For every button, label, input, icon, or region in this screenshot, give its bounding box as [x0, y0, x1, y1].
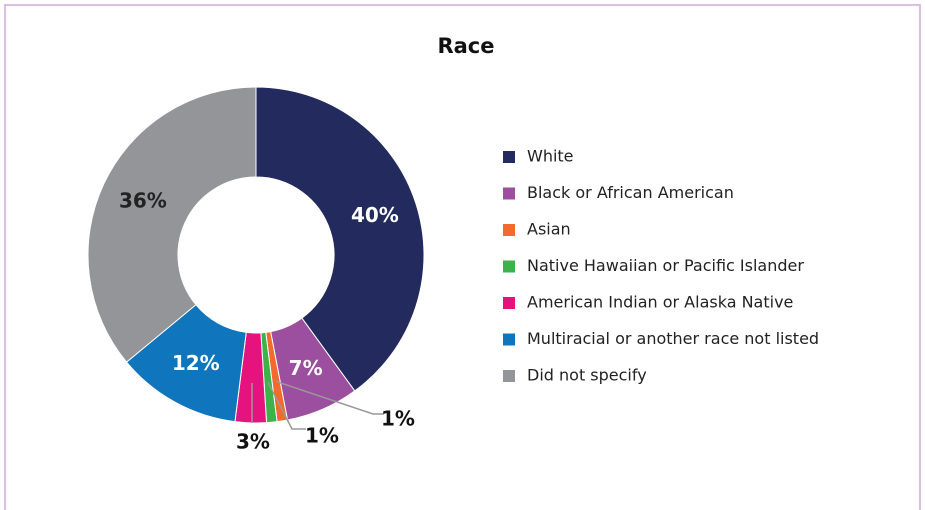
- leader-line: [267, 382, 306, 430]
- legend-swatch: [503, 151, 515, 163]
- slice: [255, 86, 425, 392]
- slice-label: 1%: [381, 407, 415, 431]
- legend-swatch: [503, 333, 515, 346]
- legend-text: Did not specify: [527, 366, 647, 385]
- slice-label: 36%: [119, 188, 167, 212]
- chart-title: Race: [437, 34, 494, 58]
- slice-label: 1%: [305, 424, 339, 448]
- legend-text: Black or African American: [527, 183, 734, 202]
- legend-text: Asian: [527, 220, 571, 239]
- legend-swatch: [503, 187, 515, 200]
- legend-swatch: [503, 370, 515, 382]
- slice-label: 7%: [289, 356, 323, 380]
- slice-label: 12%: [172, 351, 220, 375]
- slice: [87, 86, 257, 363]
- legend-text: White: [527, 147, 574, 166]
- slice-label: 3%: [236, 430, 270, 454]
- leader-line: [275, 380, 384, 415]
- slice-label: 40%: [351, 203, 399, 227]
- legend-text: Native Hawaiian or Pacific Islander: [527, 256, 804, 275]
- frame: [4, 4, 921, 510]
- legend-swatch: [503, 297, 515, 309]
- legend-text: American Indian or Alaska Native: [527, 293, 793, 312]
- legend-text: Multiracial or another race not listed: [527, 329, 819, 348]
- legend-swatch: [503, 260, 515, 273]
- legend-swatch: [503, 224, 515, 236]
